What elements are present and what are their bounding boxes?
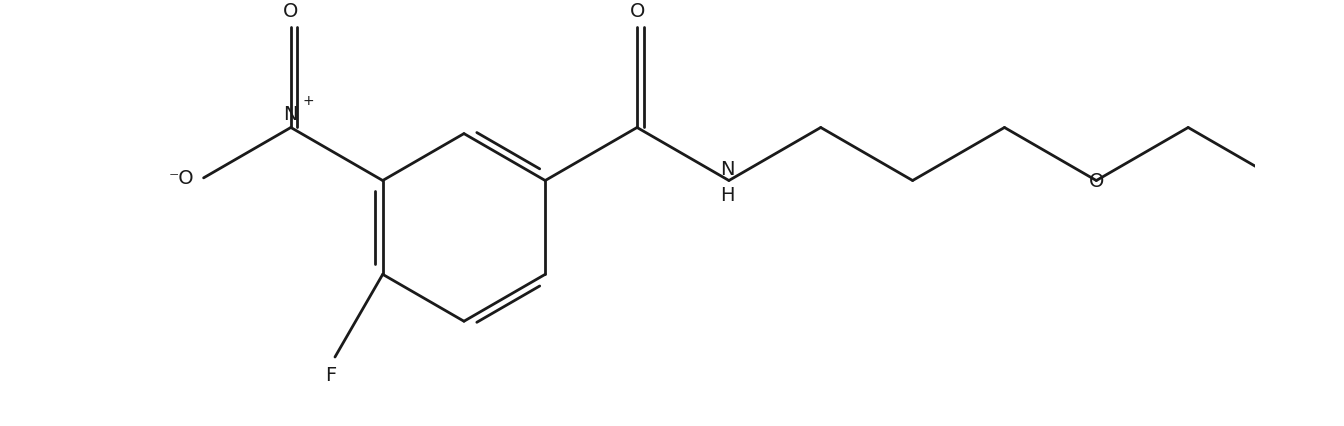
Text: O: O	[1089, 172, 1103, 190]
Text: ⁻O: ⁻O	[168, 169, 194, 188]
Text: O: O	[284, 2, 298, 21]
Text: H: H	[720, 185, 735, 204]
Text: +: +	[302, 94, 314, 108]
Text: O: O	[629, 2, 645, 21]
Text: N: N	[284, 105, 298, 124]
Text: N: N	[720, 160, 735, 178]
Text: F: F	[325, 366, 336, 384]
